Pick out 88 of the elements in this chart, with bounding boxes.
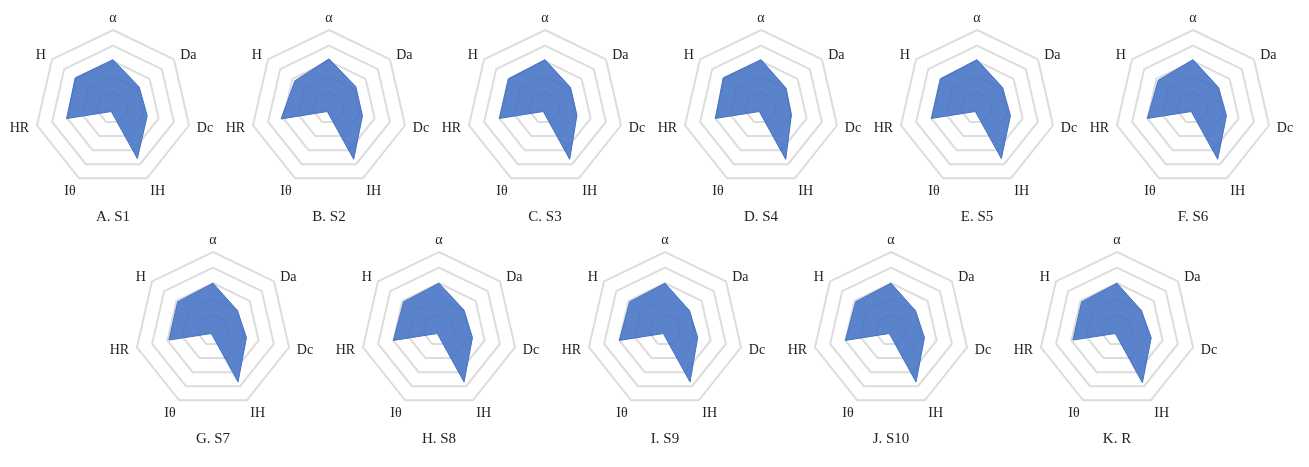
spoke-label: Dc	[844, 120, 862, 136]
spoke-label: Da	[1184, 269, 1202, 285]
spoke-label: H	[813, 269, 824, 285]
spoke-label: Iθ	[1144, 183, 1156, 199]
spoke-label: α	[325, 10, 334, 25]
text: B. S2	[312, 208, 346, 226]
spoke-label: Dc	[628, 120, 646, 136]
spoke-label: HR	[109, 342, 130, 358]
spoke-label: Dc	[296, 342, 314, 358]
spoke-label: Iθ	[164, 405, 176, 421]
text: C. S3	[528, 208, 562, 226]
spoke-label: Iθ	[496, 183, 508, 199]
spoke-label: H	[35, 47, 46, 63]
text: I. S9	[650, 430, 680, 448]
spoke-label: α	[757, 10, 766, 25]
spoke-label: Dc	[196, 120, 214, 136]
spoke-label: H	[587, 269, 598, 285]
spoke-label: H	[1039, 269, 1050, 285]
spoke-label: IH	[1154, 405, 1170, 421]
spoke-label: IH	[476, 405, 492, 421]
spoke-label: HR	[335, 342, 356, 358]
spoke-label: IH	[1230, 183, 1246, 199]
spoke-label: Da	[1044, 47, 1062, 63]
spoke-label: Dc	[1060, 120, 1078, 136]
spoke-label: α	[661, 232, 670, 247]
spoke-label: Dc	[748, 342, 766, 358]
spoke-label: α	[887, 232, 896, 247]
spoke-label: IH	[582, 183, 598, 199]
text: A. S1	[95, 208, 131, 226]
spoke-label: HR	[873, 120, 894, 136]
spoke-label: Da	[958, 269, 976, 285]
spoke-label: α	[109, 10, 118, 25]
spoke-label: IH	[250, 405, 266, 421]
spoke-label: HR	[657, 120, 678, 136]
spoke-label: HR	[787, 342, 808, 358]
spoke-label: Iθ	[712, 183, 724, 199]
spoke-label: IH	[366, 183, 382, 199]
spoke-label: IH	[1014, 183, 1030, 199]
spoke-label: Iθ	[280, 183, 292, 199]
spoke-label: α	[973, 10, 982, 25]
spoke-label: HR	[561, 342, 582, 358]
spoke-label: Dc	[1276, 120, 1294, 136]
spoke-label: IH	[702, 405, 718, 421]
spoke-label: IH	[150, 183, 166, 199]
spoke-label: H	[251, 47, 262, 63]
spoke-label: HR	[225, 120, 246, 136]
text: K. R	[1102, 430, 1132, 448]
text: G. S7	[195, 430, 231, 448]
text: H. S8	[421, 430, 457, 448]
spoke-label: α	[1189, 10, 1198, 25]
spoke-label: H	[135, 269, 146, 285]
spoke-label: H	[683, 47, 694, 63]
spoke-label: Iθ	[842, 405, 854, 421]
spoke-label: α	[541, 10, 550, 25]
spoke-label: Dc	[1200, 342, 1218, 358]
spoke-label: HR	[9, 120, 30, 136]
spoke-label: Dc	[974, 342, 992, 358]
spoke-label: Da	[396, 47, 414, 63]
spoke-label: Dc	[522, 342, 540, 358]
spoke-label: H	[1115, 47, 1126, 63]
spoke-label: IH	[798, 183, 814, 199]
spoke-label: Dc	[412, 120, 430, 136]
spoke-label: Da	[180, 47, 198, 63]
spoke-label: H	[467, 47, 478, 63]
spoke-label: Da	[732, 269, 750, 285]
spoke-label: Iθ	[616, 405, 628, 421]
text: F. S6	[1177, 208, 1209, 226]
spoke-label: Da	[506, 269, 524, 285]
spoke-label: α	[209, 232, 218, 247]
spoke-label: HR	[1089, 120, 1110, 136]
text: J. S10	[872, 430, 910, 448]
spoke-label: α	[1113, 232, 1122, 247]
spoke-label: H	[361, 269, 372, 285]
spoke-label: H	[899, 47, 910, 63]
spoke-label: HR	[441, 120, 462, 136]
spoke-label: Iθ	[64, 183, 76, 199]
spoke-label: Da	[280, 269, 298, 285]
spoke-label: Iθ	[928, 183, 940, 199]
spoke-label: α	[435, 232, 444, 247]
spoke-label: IH	[928, 405, 944, 421]
spoke-label: Da	[828, 47, 846, 63]
text: E. S5	[960, 208, 994, 226]
spoke-label: Iθ	[390, 405, 402, 421]
spoke-label: Da	[1260, 47, 1278, 63]
text: D. S4	[743, 208, 779, 226]
spoke-label: HR	[1013, 342, 1034, 358]
spoke-label: Iθ	[1068, 405, 1080, 421]
spoke-label: Da	[612, 47, 630, 63]
